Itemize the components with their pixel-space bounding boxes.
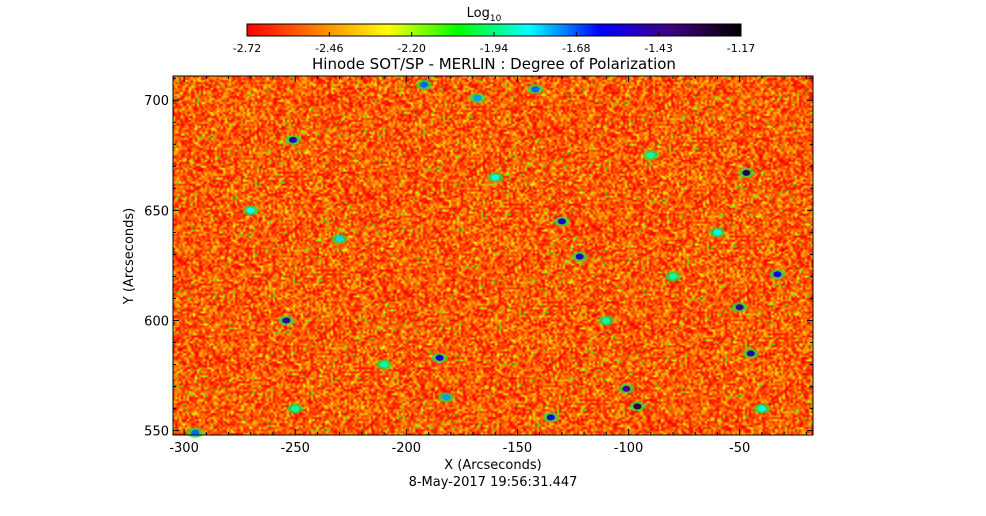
feature-patch [491, 174, 500, 181]
chart-title: Hinode SOT/SP - MERLIN : Degree of Polar… [312, 55, 676, 73]
feature-patch [742, 169, 751, 176]
y-axis: 550 600 650 700 [144, 77, 813, 440]
feature-patch [291, 405, 300, 412]
feature-patch [602, 317, 611, 324]
feature-patch [282, 317, 291, 324]
feature-patch [531, 86, 540, 93]
feature-patch [473, 95, 482, 102]
feature-patch [191, 429, 200, 436]
y-tick-label: 700 [144, 94, 169, 109]
heatmap-features [187, 79, 786, 438]
x-tick-label: -150 [503, 441, 533, 456]
feature-patch [746, 350, 755, 357]
feature-patch [289, 136, 297, 143]
colorbar-tick-label: -1.17 [727, 42, 755, 55]
colorbar-tick-label: -2.72 [233, 42, 261, 55]
feature-patch [622, 385, 631, 392]
colorbar-tick-label: -1.94 [480, 42, 508, 55]
x-axis: -300 -250 -200 -150 -100 -50 [169, 76, 807, 456]
feature-patch [546, 414, 555, 421]
feature-patch [757, 405, 766, 412]
colorbar-tick-label: -2.20 [397, 42, 425, 55]
feature-patch [380, 361, 389, 368]
y-tick-label: 650 [144, 204, 169, 219]
heatmap-image [173, 76, 813, 435]
y-axis-label: Y (Arcseconds) [122, 208, 137, 305]
colorbar-tick-label: -1.68 [562, 42, 590, 55]
plot-area [172, 75, 814, 438]
colorbar-label: Log10 [467, 6, 502, 24]
timestamp: 8-May-2017 19:56:31.447 [409, 475, 578, 490]
feature-patch [442, 394, 451, 401]
colorbar-ticks: -2.72 -2.46 -2.20 -1.94 -1.68 -1.43 -1.17 [233, 32, 755, 55]
feature-patch [575, 253, 584, 260]
feature-patch [557, 218, 566, 225]
x-tick-label: -100 [614, 441, 644, 456]
feature-patch [773, 271, 782, 278]
x-tick-label: -50 [729, 441, 750, 456]
feature-patch [646, 152, 655, 159]
y-tick-label: 550 [144, 425, 169, 440]
feature-patch [246, 207, 255, 214]
x-axis-label: X (Arcseconds) [444, 458, 541, 473]
feature-patch [420, 81, 429, 88]
colorbar-tick-label: -1.43 [644, 42, 672, 55]
feature-patch [735, 304, 744, 311]
x-tick-label: -250 [280, 441, 310, 456]
plot-frame [172, 75, 814, 436]
feature-patch [633, 403, 642, 410]
x-tick-label: -300 [169, 441, 199, 456]
feature-patch [669, 273, 677, 280]
colorbar-tick-label: -2.46 [315, 42, 343, 55]
y-tick-label: 600 [144, 314, 169, 329]
feature-patch [713, 229, 722, 236]
x-tick-label: -200 [392, 441, 422, 456]
feature-patch [435, 354, 444, 361]
feature-patch [335, 235, 344, 242]
